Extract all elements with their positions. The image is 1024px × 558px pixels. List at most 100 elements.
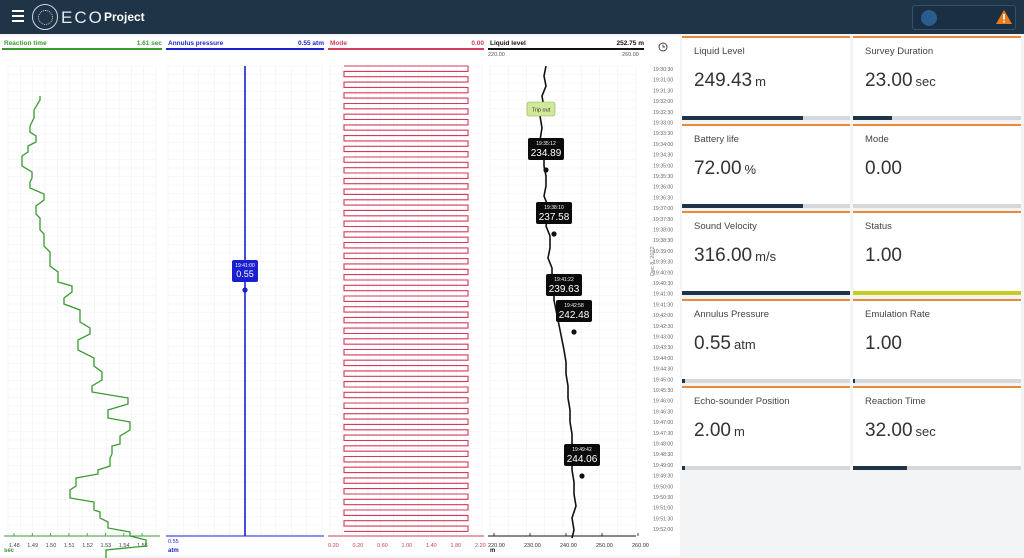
time-axis-label: 19:45:30 — [653, 388, 673, 394]
time-axis-label: 19:42:00 — [653, 313, 673, 319]
date-label: Dec 8, 2022 — [650, 246, 656, 276]
mode-tick-label: 1.80 — [451, 543, 462, 549]
annulus-marker-value: 0.55 — [236, 269, 254, 279]
metric-card-unit: sec — [915, 424, 936, 439]
liquid-marker-time: 19:49:42 — [572, 447, 592, 453]
metric-card-value: 72.00% — [694, 157, 757, 179]
clock-icon[interactable] — [658, 42, 668, 52]
time-axis-label: 19:47:00 — [653, 420, 673, 426]
metric-card-value: 249.43 m — [694, 70, 766, 91]
reaction-tick-label: 1.48 — [9, 543, 20, 549]
metric-card-value: 32.00 sec — [865, 420, 936, 441]
liquid-marker-time: 19:41:22 — [554, 277, 574, 283]
reaction-time-track[interactable]: Reaction time 1.61 sec 1.48 1.49 1.50 1.51 1… — [0, 36, 164, 558]
metric-card-bar-fill — [682, 466, 686, 470]
time-axis-label: 19:38:00 — [653, 228, 673, 234]
time-axis-label: 19:48:30 — [653, 452, 673, 458]
mode-tick-label: 0.20 — [328, 543, 339, 549]
liquid-marker-box — [546, 274, 582, 296]
metric-card[interactable]: Emulation Rate 1.00 — [853, 298, 1021, 383]
metric-card[interactable]: Echo-sounder Position 2.00 m — [682, 386, 850, 470]
metric-card-title: Liquid Level — [694, 46, 745, 57]
time-axis-label: 19:35:00 — [653, 163, 673, 169]
liquid-level-plot: 220.00 230.00 240.00 250.00 260.00 19:30:30 19… — [488, 65, 673, 549]
metric-card-title: Sound Velocity — [694, 221, 757, 232]
metric-card[interactable]: Status 1.00 — [853, 211, 1021, 295]
metric-card[interactable]: Battery life 72.00% — [682, 123, 850, 208]
metric-card-bar-fill — [853, 466, 907, 470]
liquid-marker-value: 237.58 — [539, 212, 570, 223]
liquid-marker-time: 19:42:58 — [564, 303, 584, 309]
metric-card[interactable]: Sound Velocity 316.00 m/s — [682, 211, 850, 295]
time-axis-label: 19:44:00 — [653, 356, 673, 362]
time-axis-label: 19:33:30 — [653, 131, 673, 137]
log-tracks-panel: Reaction time 1.61 sec 1.48 1.49 1.50 1.51 1… — [0, 36, 680, 558]
liquid-marker-value: 242.48 — [559, 310, 590, 321]
time-axis-label: 19:51:30 — [653, 516, 673, 522]
mode-tick-label: 1.40 — [426, 543, 437, 549]
time-axis-label: 19:41:30 — [653, 302, 673, 308]
time-axis-label: 19:30:30 — [653, 67, 673, 73]
reaction-time-value: 1.61 sec — [136, 40, 162, 47]
mode-tick-label: 1.00 — [402, 543, 413, 549]
annulus-min-tick: 0.55 — [168, 539, 179, 545]
annulus-pressure-value: 0.55 atm — [297, 40, 324, 47]
time-axis-label: 19:34:30 — [653, 153, 673, 159]
metric-card-bar-track — [682, 466, 850, 470]
metric-card-title: Reaction Time — [865, 396, 926, 407]
metric-card-title: Echo-sounder Position — [694, 396, 790, 407]
metric-card-bar-fill — [682, 203, 803, 208]
metric-card-bar-fill — [853, 378, 855, 383]
metric-card[interactable]: Reaction Time 32.00 sec — [853, 386, 1021, 470]
metric-card-value: 2.00 m — [694, 420, 745, 441]
liquid-tick-label: 250.00 — [596, 543, 613, 549]
metric-card-unit: m — [733, 424, 745, 439]
time-axis-label: 19:48:00 — [653, 442, 673, 448]
metric-card[interactable]: Liquid Level 249.43 m — [682, 36, 850, 120]
liquid-marker-box — [528, 138, 564, 160]
metric-card[interactable]: Mode 0.00 — [853, 123, 1021, 208]
time-axis-label: 19:32:00 — [653, 99, 673, 105]
annulus-marker-box — [232, 260, 258, 282]
mode-tick-label: 2.20 — [475, 543, 486, 549]
reaction-time-line — [2, 48, 162, 50]
metric-card-unit: atm — [733, 336, 756, 352]
metric-card-value: 316.00 m/s — [694, 245, 777, 266]
annulus-pressure-unit: atm — [168, 548, 179, 554]
metric-card-bar-track — [853, 378, 1021, 383]
globe-logo-icon — [32, 4, 58, 30]
metrics-panel: Liquid Level 249.43 m Survey Duration 23.00 s… — [682, 36, 1024, 558]
liquid-marker-time: 19:35:12 — [536, 141, 556, 147]
liquid-level-value: 252.75 m — [616, 40, 644, 47]
menu-icon[interactable] — [12, 10, 24, 22]
metric-card-unit: m/s — [755, 249, 777, 264]
liquid-range-min: 220.00 — [488, 52, 505, 58]
time-axis-label: 19:46:00 — [653, 399, 673, 405]
liquid-level-line — [488, 48, 644, 50]
annulus-pressure-plot: 19:41:000.55 — [166, 65, 324, 537]
metric-card-unit: % — [744, 161, 757, 177]
metric-card[interactable]: Survey Duration 23.00 sec — [853, 36, 1021, 120]
liquid-level-track[interactable]: Liquid level 252.75 m 220.00 260.00 220.… — [486, 36, 680, 556]
annulus-pressure-line — [166, 48, 324, 50]
time-axis-label: 19:45:00 — [653, 377, 673, 383]
mode-header: Mode 0.00 — [326, 40, 486, 50]
reaction-time-header: Reaction time 1.61 sec — [0, 40, 164, 50]
liquid-marker-time: 19:38:10 — [544, 205, 564, 211]
metric-card-title: Battery life — [694, 133, 739, 145]
annulus-pressure-track[interactable]: Annulus pressure 0.55 atm 19:41:00 0.55 0… — [164, 36, 326, 556]
mode-tick-label: 0.60 — [377, 543, 388, 549]
metric-card[interactable]: Annulus Pressure 0.55 atm — [682, 298, 850, 383]
metric-card-bar-fill — [682, 291, 850, 295]
liquid-marker-dot — [551, 231, 557, 237]
metric-card-title: Mode — [865, 133, 889, 145]
mode-track[interactable]: Mode 0.00 0.20 0.20 0.60 1.00 1.40 1.80 2.20 — [326, 36, 486, 556]
mode-value: 0.00 — [471, 40, 484, 47]
liquid-marker-value: 234.89 — [531, 148, 562, 159]
metric-card-bar-track — [853, 466, 1021, 470]
liquid-marker-dot — [579, 473, 585, 479]
reaction-time-plot: 1.48 1.49 1.50 1.51 1.52 1.53 1.54 1.55 — [4, 65, 160, 558]
alert-button[interactable] — [912, 5, 1016, 30]
time-axis-label: 19:42:30 — [653, 324, 673, 330]
time-axis-label: 19:33:00 — [653, 121, 673, 127]
